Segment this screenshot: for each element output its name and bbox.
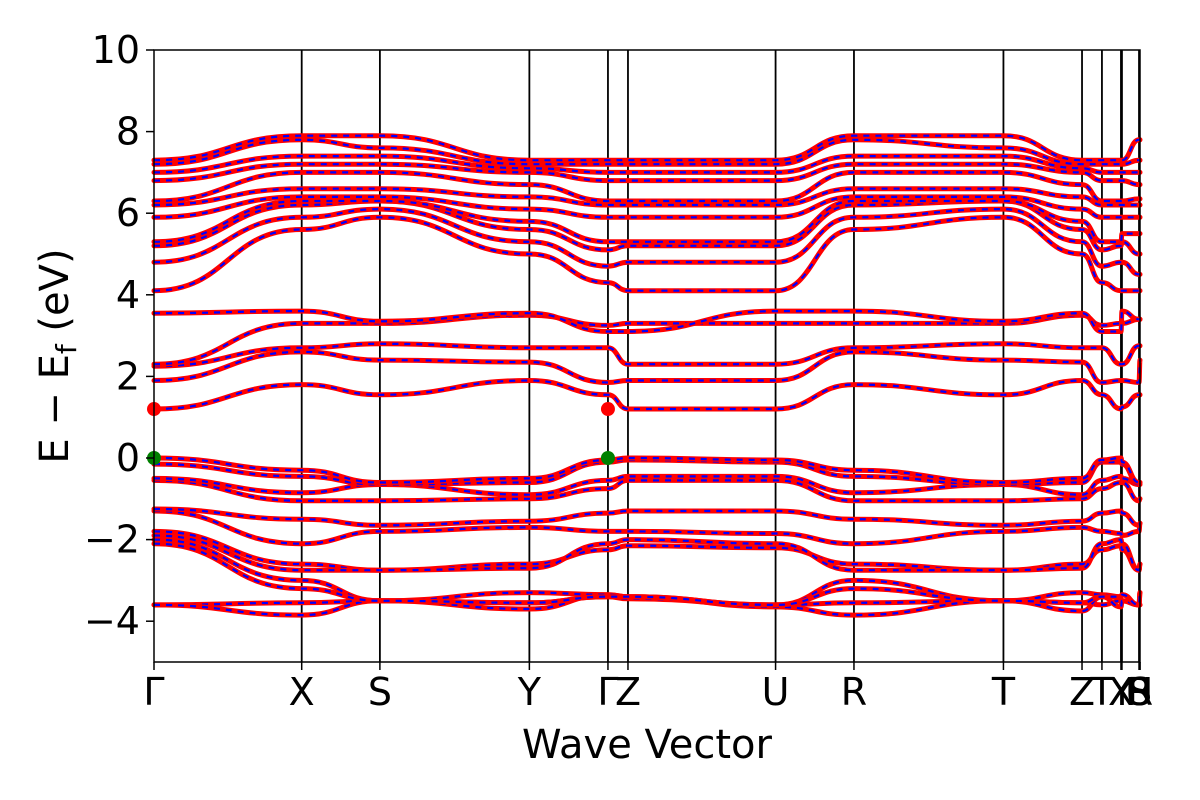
y-axis-label-sub: f [50, 343, 83, 354]
y-axis-ticks: −4 −2 0 2 4 6 8 10 [84, 28, 154, 643]
y-axis-label-main: E − E [32, 354, 78, 464]
band-up-20 [151, 198, 1143, 245]
band-down-7 [153, 507, 1141, 527]
band-down-22 [153, 187, 1140, 207]
band-down-25 [153, 154, 1140, 174]
kpoint-label-7: R [841, 670, 867, 714]
band-down-21 [153, 195, 1140, 219]
band-edge-markers [147, 402, 615, 465]
kpoint-label-11: X [1108, 670, 1134, 714]
kpoint-label-13: U [1125, 670, 1153, 714]
band-down-5 [153, 534, 1142, 572]
kpoint-label-5: Z [615, 670, 641, 714]
x-axis-label: Wave Vector [522, 722, 773, 768]
band-down-6 [153, 509, 1142, 545]
kpoint-label-1: X [289, 670, 315, 714]
band-down-16 [153, 309, 1140, 333]
kpoint-label-8: T [991, 670, 1016, 714]
kpoint-label-10: T [1089, 670, 1114, 714]
band-down-11 [153, 456, 1140, 484]
band-down-14 [153, 342, 1140, 368]
kpoint-label-9: Z [1069, 670, 1095, 714]
band-down-27 [153, 134, 1140, 162]
band-down-26 [153, 138, 1140, 166]
kpoint-label-4: Γ [597, 670, 618, 714]
kpoint-label-0: Γ [143, 670, 164, 714]
kpoint-label-12: Y [1109, 670, 1134, 714]
vbm-marker-3 [600, 451, 615, 465]
band-down-13 [153, 350, 1142, 384]
kpoint-label-15: S [1128, 670, 1152, 714]
y-tick-label-2: 0 [116, 436, 140, 480]
y-tick-label-7: 10 [92, 28, 140, 72]
y-tick-label-4: 4 [116, 273, 140, 317]
y-axis-label: E − Ef (eV) [32, 248, 83, 463]
y-tick-label-5: 6 [116, 191, 140, 235]
y-tick-label-0: −4 [84, 599, 140, 643]
band-down-8 [153, 479, 1141, 502]
y-tick-label-6: 8 [116, 110, 140, 154]
y-axis-label-unit: (eV) [32, 248, 78, 344]
band-down-18 [153, 207, 1140, 276]
kpoint-label-6: U [762, 670, 790, 714]
band-down-24 [153, 163, 1140, 186]
cbm-marker-1 [600, 402, 615, 417]
y-tick-label-3: 2 [116, 354, 140, 398]
y-tick-label-1: −2 [84, 518, 140, 562]
band-down-17 [153, 216, 1140, 292]
kpoint-label-14: R [1127, 670, 1153, 714]
plot-frame [153, 49, 1141, 663]
kpoint-label-3: Y [517, 670, 542, 714]
band-up-3 [151, 541, 1143, 608]
kpoint-separators [300, 50, 1140, 662]
band-down-12 [153, 379, 1140, 411]
kpoint-label-2: S [368, 670, 392, 714]
band-down-23 [153, 171, 1140, 203]
bands [151, 133, 1143, 618]
